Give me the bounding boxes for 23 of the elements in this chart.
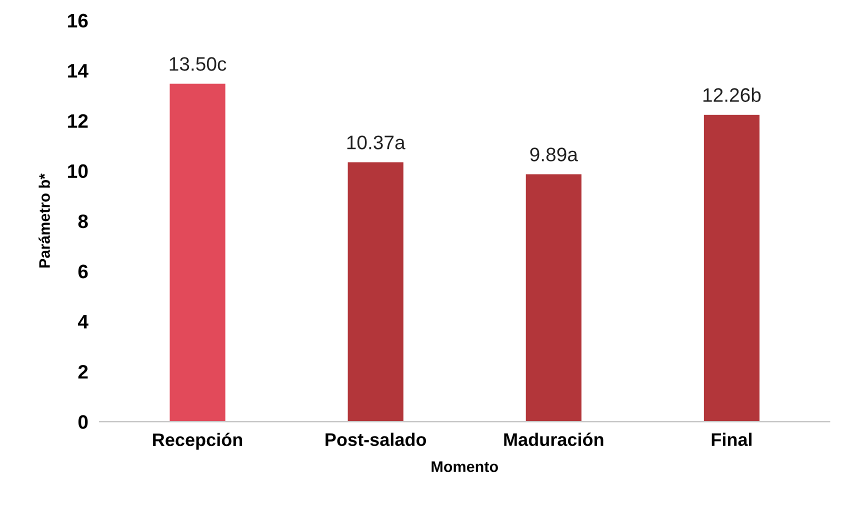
data-label: 13.50c (170, 57, 226, 71)
x-tick-label: Final (712, 432, 752, 446)
y-axis-title: Parámetro b* (38, 173, 50, 268)
y-tick-label: 6 (78, 264, 88, 278)
x-tick-label: Post-salado (326, 432, 426, 446)
bar (346, 160, 405, 422)
y-tick-label: 0 (78, 415, 88, 429)
y-tick-label: 12 (68, 114, 88, 128)
x-tick-label: Maduración (504, 432, 604, 446)
bar (524, 172, 583, 422)
data-label: 9.89a (530, 148, 578, 162)
data-label: 10.37a (347, 136, 406, 150)
y-tick-label: 8 (78, 214, 88, 228)
y-tick-label: 4 (78, 314, 88, 328)
y-tick-label: 16 (68, 14, 88, 28)
bar (168, 82, 227, 422)
y-tick-label: 2 (78, 364, 88, 379)
x-tick-label: Recepción (153, 432, 242, 450)
x-axis-title: Momento (432, 461, 498, 472)
y-tick-label: 10 (68, 164, 88, 178)
data-label: 12.26b (703, 88, 761, 102)
bar (702, 113, 761, 422)
y-tick-label: 14 (68, 64, 88, 78)
